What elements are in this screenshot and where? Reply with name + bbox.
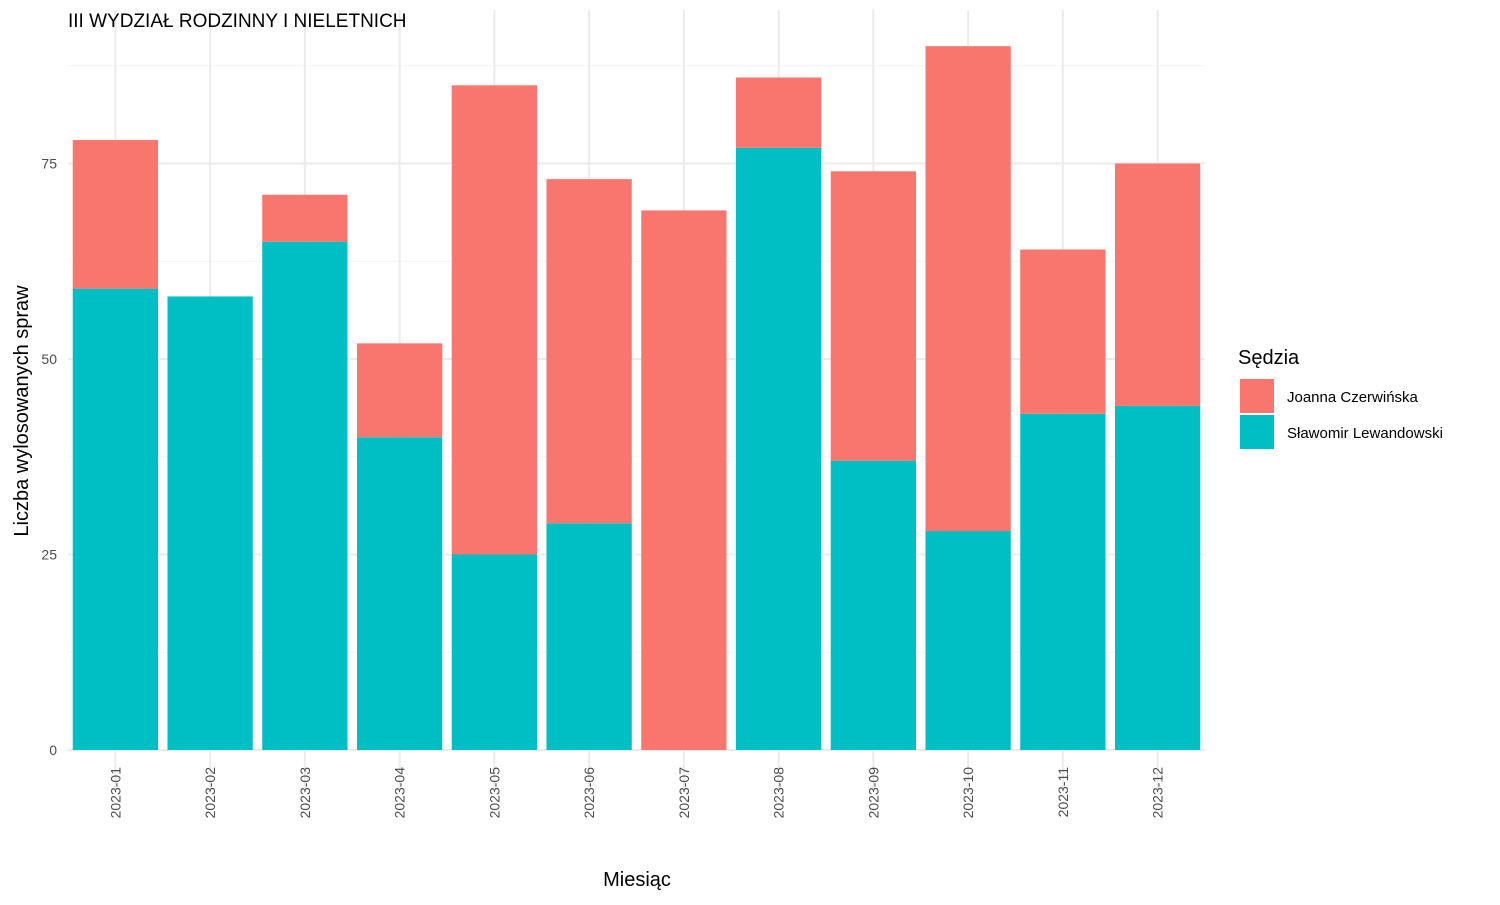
bars [72, 46, 1201, 751]
bar-joanna-czerwinska-2023-08 [735, 77, 822, 148]
bar-slawomir-lewandowski-2023-01 [72, 288, 159, 750]
y-tick-label: 75 [41, 156, 57, 172]
bar-slawomir-lewandowski-2023-08 [735, 147, 822, 751]
x-axis-ticks: 2023-01 2023-02 2023-03 2023-04 2023-05 2023-… [107, 767, 1165, 819]
legend-label-joanna: Joanna Czerwińska [1287, 389, 1419, 406]
x-tick-label: 2023-06 [581, 767, 597, 819]
legend-swatch-joanna [1240, 379, 1274, 413]
bar-joanna-czerwinska-2023-07 [641, 210, 727, 751]
x-tick-label: 2023-04 [392, 767, 408, 819]
bar-slawomir-lewandowski-2023-09 [830, 460, 917, 750]
bar-slawomir-lewandowski-2023-03 [262, 241, 348, 750]
bar-joanna-czerwinska-2023-12 [1114, 163, 1201, 406]
legend-label-slawomir: Sławomir Lewandowski [1287, 425, 1443, 442]
bar-slawomir-lewandowski-2023-02 [167, 296, 253, 750]
x-tick-label: 2023-10 [960, 767, 976, 819]
bar-slawomir-lewandowski-2023-04 [356, 437, 443, 750]
x-tick-label: 2023-02 [202, 767, 218, 819]
bar-joanna-czerwinska-2023-01 [72, 140, 159, 289]
y-axis-title: Liczba wylosowanych spraw [11, 285, 33, 537]
bar-joanna-czerwinska-2023-06 [546, 179, 632, 524]
x-tick-label: 2023-11 [1055, 767, 1071, 818]
bar-joanna-czerwinska-2023-10 [925, 46, 1011, 532]
legend-swatch-slawomir [1240, 415, 1274, 449]
y-axis-ticks: 0 25 50 75 [41, 156, 57, 759]
bar-joanna-czerwinska-2023-11 [1020, 249, 1106, 414]
y-tick-label: 0 [49, 742, 57, 758]
bar-slawomir-lewandowski-2023-11 [1020, 413, 1106, 750]
x-tick-label: 2023-05 [486, 767, 502, 819]
x-tick-label: 2023-08 [771, 767, 787, 819]
bar-slawomir-lewandowski-2023-05 [451, 554, 538, 750]
y-tick-label: 25 [41, 547, 57, 563]
x-tick-label: 2023-09 [865, 767, 881, 819]
bar-slawomir-lewandowski-2023-06 [546, 523, 632, 750]
bar-joanna-czerwinska-2023-05 [451, 85, 538, 555]
bar-slawomir-lewandowski-2023-10 [925, 531, 1011, 750]
bar-joanna-czerwinska-2023-03 [262, 194, 348, 242]
x-tick-label: 2023-01 [107, 767, 123, 819]
x-tick-label: 2023-03 [297, 767, 313, 819]
legend: Sędzia Joanna Czerwińska Sławomir Lewand… [1238, 347, 1443, 449]
chart-title: III WYDZIAŁ RODZINNY I NIELETNICH [68, 11, 407, 32]
legend-title: Sędzia [1238, 347, 1300, 369]
bar-slawomir-lewandowski-2023-12 [1114, 405, 1201, 750]
bar-joanna-czerwinska-2023-04 [356, 343, 443, 438]
x-tick-label: 2023-07 [676, 767, 692, 819]
x-tick-label: 2023-12 [1150, 767, 1166, 819]
x-axis-title: Miesiąc [603, 869, 671, 891]
bar-joanna-czerwinska-2023-09 [830, 171, 917, 461]
y-tick-label: 50 [41, 351, 57, 367]
